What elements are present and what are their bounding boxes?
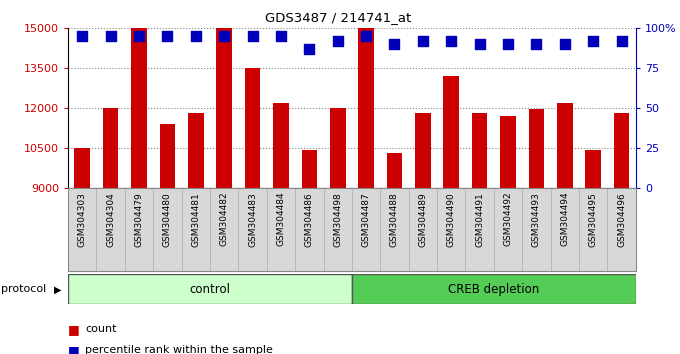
Point xyxy=(360,34,371,39)
Point xyxy=(105,34,116,39)
Point xyxy=(474,41,485,47)
Point xyxy=(418,38,428,44)
Bar xyxy=(188,113,203,188)
Bar xyxy=(330,108,345,188)
Text: GSM304482: GSM304482 xyxy=(220,192,228,246)
Bar xyxy=(301,150,317,188)
Text: control: control xyxy=(190,283,231,296)
Text: GDS3487 / 214741_at: GDS3487 / 214741_at xyxy=(265,11,411,24)
Bar xyxy=(585,150,601,188)
Text: GSM304303: GSM304303 xyxy=(78,192,86,247)
Text: GSM304483: GSM304483 xyxy=(248,192,257,246)
Point xyxy=(560,41,571,47)
Bar xyxy=(103,108,118,188)
Bar xyxy=(273,103,289,188)
Text: GSM304484: GSM304484 xyxy=(277,192,286,246)
Point xyxy=(503,41,513,47)
Bar xyxy=(216,28,232,188)
Text: ▶: ▶ xyxy=(54,284,61,295)
Point xyxy=(247,34,258,39)
Point xyxy=(588,38,598,44)
Text: GSM304494: GSM304494 xyxy=(560,192,569,246)
Text: GSM304487: GSM304487 xyxy=(362,192,371,246)
Text: GSM304486: GSM304486 xyxy=(305,192,313,246)
Bar xyxy=(528,109,544,188)
Text: CREB depletion: CREB depletion xyxy=(448,283,539,296)
Point xyxy=(389,41,400,47)
Bar xyxy=(472,113,488,188)
Text: protocol: protocol xyxy=(1,284,46,295)
Point xyxy=(219,34,230,39)
Bar xyxy=(614,113,630,188)
Text: GSM304488: GSM304488 xyxy=(390,192,399,246)
Bar xyxy=(68,274,352,304)
Bar xyxy=(443,76,459,188)
Point xyxy=(77,34,88,39)
Text: ■: ■ xyxy=(68,344,80,354)
Point xyxy=(275,34,286,39)
Text: GSM304304: GSM304304 xyxy=(106,192,115,246)
Text: ■: ■ xyxy=(68,323,80,336)
Bar xyxy=(500,116,516,188)
Bar xyxy=(352,274,636,304)
Text: GSM304492: GSM304492 xyxy=(504,192,513,246)
Text: count: count xyxy=(85,324,116,334)
Bar xyxy=(415,113,430,188)
Text: GSM304496: GSM304496 xyxy=(617,192,626,246)
Text: GSM304489: GSM304489 xyxy=(418,192,427,246)
Bar xyxy=(245,68,260,188)
Text: GSM304479: GSM304479 xyxy=(135,192,143,246)
Bar xyxy=(131,28,147,188)
Point xyxy=(333,38,343,44)
Text: GSM304490: GSM304490 xyxy=(447,192,456,246)
Point xyxy=(304,46,315,52)
Bar xyxy=(358,28,374,188)
Point xyxy=(162,34,173,39)
Bar xyxy=(387,153,403,188)
Text: GSM304481: GSM304481 xyxy=(191,192,200,246)
Point xyxy=(446,38,457,44)
Bar xyxy=(160,124,175,188)
Point xyxy=(133,34,144,39)
Text: GSM304491: GSM304491 xyxy=(475,192,484,246)
Text: GSM304480: GSM304480 xyxy=(163,192,172,246)
Point xyxy=(190,34,201,39)
Text: GSM304498: GSM304498 xyxy=(333,192,342,246)
Point xyxy=(531,41,542,47)
Bar xyxy=(557,103,573,188)
Bar xyxy=(74,148,90,188)
Text: GSM304493: GSM304493 xyxy=(532,192,541,246)
Text: GSM304495: GSM304495 xyxy=(589,192,598,246)
Text: percentile rank within the sample: percentile rank within the sample xyxy=(85,346,273,354)
Point xyxy=(616,38,627,44)
